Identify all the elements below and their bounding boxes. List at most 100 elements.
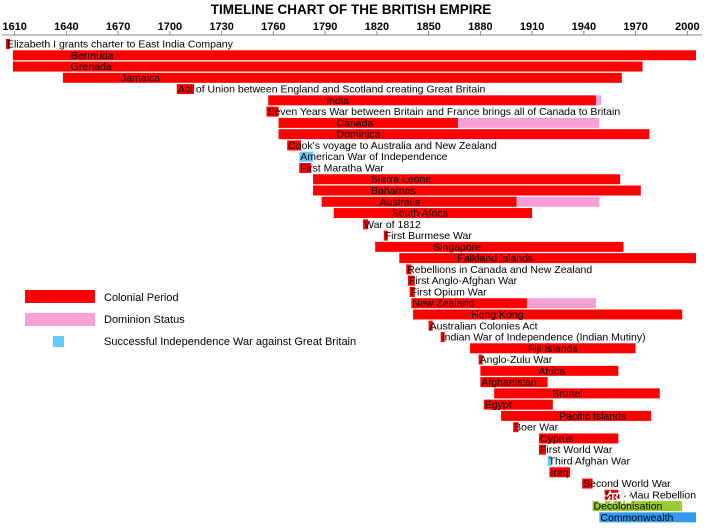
legend: Colonial Period Dominion Status Successful… xyxy=(25,290,356,348)
timeline-row: American War of Independence xyxy=(299,151,448,163)
x-tick-label: 1910 xyxy=(520,21,544,33)
timeline-row: Cook's voyage to Australia and New Zeala… xyxy=(287,140,497,152)
row-label: Fiji Islands xyxy=(528,343,578,355)
x-tick-label: 1820 xyxy=(365,21,389,33)
timeline-row: First Maratha War xyxy=(299,162,384,174)
timeline-row: Decolonisation xyxy=(592,501,683,513)
legend-label: Successful Independence War against Grea… xyxy=(104,336,356,348)
timeline-row: Elizabeth I grants charter to East India… xyxy=(6,39,234,51)
row-label: Act of Union between England and Scotlan… xyxy=(178,84,486,96)
legend-swatch xyxy=(53,336,64,347)
period-bar xyxy=(406,264,412,275)
row-label: Afghanistan xyxy=(481,377,537,389)
row-label: Singapore xyxy=(433,241,481,253)
x-tick-label: 1940 xyxy=(572,21,596,33)
row-label: Bermuda xyxy=(71,50,114,62)
row-label: Mau Mau Rebellion xyxy=(606,489,697,501)
period-bar xyxy=(176,84,195,95)
period-bar xyxy=(539,444,546,455)
x-tick-label: 1880 xyxy=(468,21,492,33)
timeline-row: Falkland Islands xyxy=(399,253,696,265)
legend-item: Successful Independence War against Grea… xyxy=(53,336,356,348)
period-bar xyxy=(478,354,483,365)
period-bar xyxy=(62,72,622,83)
period-bar xyxy=(299,151,314,162)
period-bar xyxy=(470,343,636,354)
period-bar xyxy=(409,286,415,297)
x-axis: 1610 1640 1670 1700 1730 1760 1790 1820 1850 1880… xyxy=(2,21,702,36)
timeline-row: Bermuda xyxy=(12,50,696,62)
legend-item: Dominion Status xyxy=(25,313,185,326)
legend-item: Colonial Period xyxy=(25,290,179,304)
x-tick-label: 1730 xyxy=(209,21,233,33)
period-bar xyxy=(12,50,696,61)
period-bar xyxy=(12,61,643,72)
timeline-row: Singapore xyxy=(375,241,624,253)
row-label: Falkland Islands xyxy=(457,253,533,265)
period-bar xyxy=(480,377,548,388)
row-label: Brunei xyxy=(552,388,582,400)
row-label: Elizabeth I grants charter to East India… xyxy=(7,39,234,51)
period-bar xyxy=(539,433,619,444)
row-label: Sierra Leone xyxy=(371,174,431,186)
period-bar xyxy=(363,219,369,230)
x-tick-label: 1850 xyxy=(416,21,440,33)
row-label: Cyprus xyxy=(540,433,573,445)
period-bar xyxy=(266,106,279,117)
period-bar xyxy=(549,467,571,478)
period-bar xyxy=(582,478,593,489)
x-tick-label: 2000 xyxy=(675,21,699,33)
period-bar xyxy=(321,196,517,207)
timeline-row: Boer War xyxy=(513,422,559,434)
timeline-row: Sierra Leone xyxy=(313,174,621,186)
timeline-row: First Burmese War xyxy=(383,230,472,242)
timeline-row: Act of Union between England and Scotlan… xyxy=(176,84,486,96)
timeline-row: Brunei xyxy=(494,388,660,400)
period-bar xyxy=(599,512,696,523)
row-label: Grenada xyxy=(71,61,112,73)
row-label: South Africa xyxy=(392,208,449,220)
timeline-row: War of 1812 xyxy=(363,219,421,231)
legend-swatch xyxy=(25,313,95,326)
timeline-row: Second World War xyxy=(582,478,671,490)
timeline-row: Grenada xyxy=(12,61,643,73)
timeline-row: Bahamas xyxy=(313,185,641,197)
timeline-row: Australian Colonies Act xyxy=(428,320,538,332)
legend-label: Dominion Status xyxy=(104,314,185,326)
period-bar xyxy=(413,309,683,320)
row-label: First Anglo-Afghan War xyxy=(409,275,518,287)
period-bar xyxy=(278,117,458,128)
row-label: India xyxy=(326,95,349,107)
timeline-row: South Africa xyxy=(333,208,533,220)
timeline-row: Anglo-Zulu War xyxy=(478,354,553,366)
period-bar xyxy=(375,241,624,252)
x-tick-label: 1790 xyxy=(313,21,337,33)
row-label: Anglo-Zulu War xyxy=(480,354,553,366)
timeline-row: Cyprus xyxy=(539,433,619,445)
x-tick-label: 1760 xyxy=(261,21,285,33)
timeline-row: Hong Kong xyxy=(413,309,683,321)
row-label: Cook's voyage to Australia and New Zeala… xyxy=(288,140,497,152)
period-bar xyxy=(411,298,527,309)
legend-swatch xyxy=(25,290,95,303)
dominion-bar xyxy=(457,117,600,128)
timeline-row: Afghanistan xyxy=(480,377,548,389)
row-label: Hong Kong xyxy=(471,309,524,321)
x-tick-label: 1970 xyxy=(623,21,647,33)
timeline-row: Canada xyxy=(278,117,600,129)
row-label: Commonwealth xyxy=(600,512,673,524)
timeline-row: Mau Mau Rebellion xyxy=(604,489,697,501)
row-label: New Zealand xyxy=(412,298,474,310)
period-bar xyxy=(299,162,312,173)
row-label: First World War xyxy=(540,444,613,456)
timeline-bars: Elizabeth I grants charter to East India… xyxy=(6,39,696,524)
timeline-row: First Anglo-Afghan War xyxy=(407,275,518,287)
row-label: Australian Colonies Act xyxy=(430,320,538,332)
period-bar xyxy=(547,455,552,466)
period-bar xyxy=(428,320,433,331)
chart-title: TIMELINE CHART OF THE BRITISH EMPIRE xyxy=(211,2,492,17)
timeline-row: Egypt xyxy=(483,399,553,411)
dominion-bar xyxy=(516,196,600,207)
timeline-row: Iraq xyxy=(549,467,571,479)
